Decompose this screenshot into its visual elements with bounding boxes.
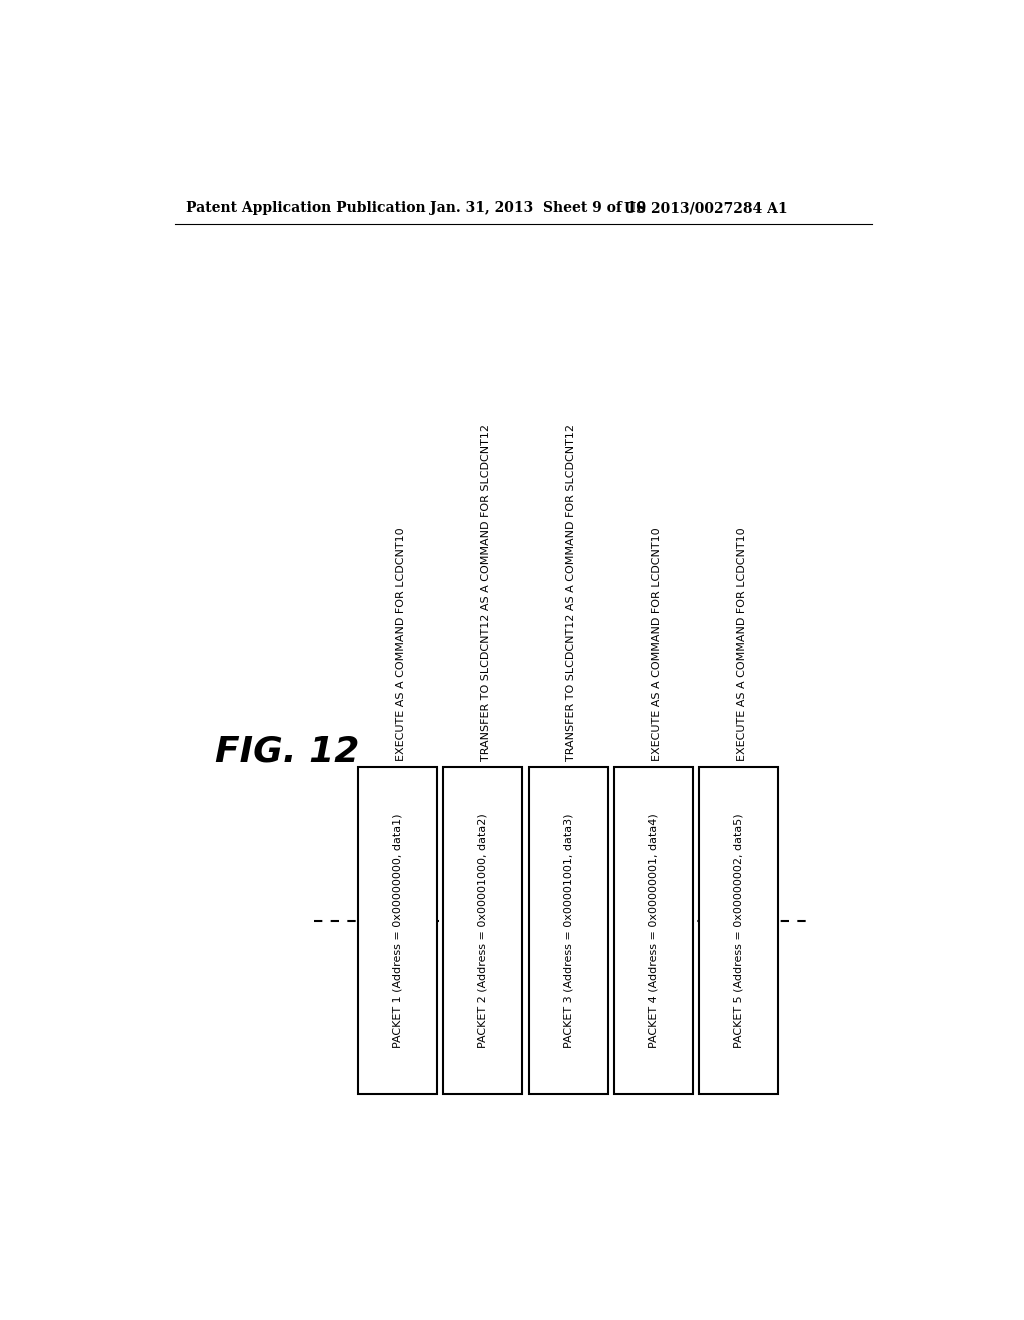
Text: FIG. 12: FIG. 12 [215,734,359,768]
Text: Patent Application Publication: Patent Application Publication [186,202,426,215]
Text: EXECUTE AS A COMMAND FOR LCDCNT10: EXECUTE AS A COMMAND FOR LCDCNT10 [737,527,746,760]
Bar [528,767,607,1094]
Text: US 2013/0027284 A1: US 2013/0027284 A1 [624,202,787,215]
Text: EXECUTE AS A COMMAND FOR LCDCNT10: EXECUTE AS A COMMAND FOR LCDCNT10 [651,527,662,760]
Text: PACKET 3 (Address = 0x00001001, data3): PACKET 3 (Address = 0x00001001, data3) [563,813,573,1048]
Bar [358,767,437,1094]
Bar [699,767,778,1094]
Text: EXECUTE AS A COMMAND FOR LCDCNT10: EXECUTE AS A COMMAND FOR LCDCNT10 [396,527,406,760]
Text: PACKET 5 (Address = 0x00000002, data5): PACKET 5 (Address = 0x00000002, data5) [734,813,743,1048]
Text: TRANSFER TO SLCDCNT12 AS A COMMAND FOR SLCDCNT12: TRANSFER TO SLCDCNT12 AS A COMMAND FOR S… [566,424,577,760]
Text: TRANSFER TO SLCDCNT12 AS A COMMAND FOR SLCDCNT12: TRANSFER TO SLCDCNT12 AS A COMMAND FOR S… [481,424,492,760]
Text: PACKET 2 (Address = 0x00001000, data2): PACKET 2 (Address = 0x00001000, data2) [478,813,488,1048]
Text: PACKET 4 (Address = 0x00000001, data4): PACKET 4 (Address = 0x00000001, data4) [648,813,658,1048]
Bar [443,767,522,1094]
Text: Jan. 31, 2013  Sheet 9 of 10: Jan. 31, 2013 Sheet 9 of 10 [430,202,646,215]
Bar [614,767,693,1094]
Text: PACKET 1 (Address = 0x00000000, data1): PACKET 1 (Address = 0x00000000, data1) [392,813,402,1048]
